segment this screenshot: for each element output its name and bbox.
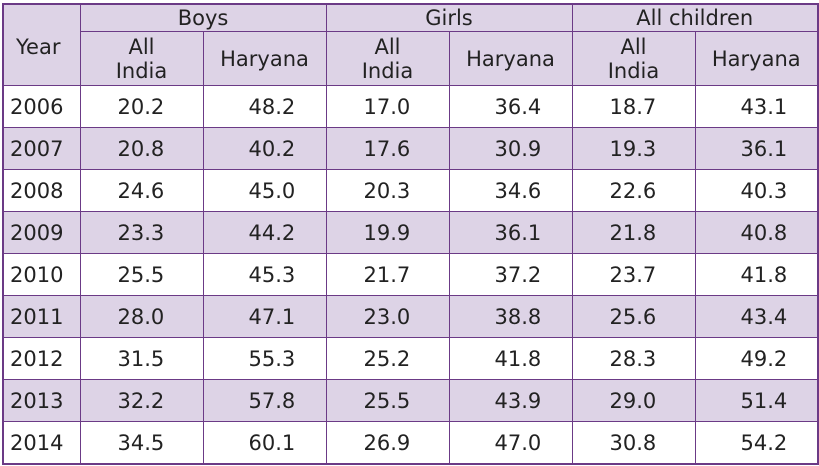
subheader-india-label: India [361,58,414,83]
boys-all-india-cell: 31.5 [79,337,204,380]
all-children-all-india-cell: 18.7 [571,85,696,128]
data-table: Year Boys Girls All children All India H… [2,3,819,465]
all-children-haryana-cell: 43.1 [694,85,819,128]
girls-haryana-cell: 47.0 [448,421,573,465]
year-cell: 2013 [2,379,81,422]
girls-all-india-cell: 21.7 [325,253,450,296]
table-row: 2014 34.5 60.1 26.9 47.0 30.8 54.2 [2,421,819,465]
boys-all-india-cell: 28.0 [79,295,204,338]
boys-haryana-cell: 45.0 [202,169,327,212]
group-header-boys: Boys [79,3,327,32]
table-row: 2010 25.5 45.3 21.7 37.2 23.7 41.8 [2,253,819,296]
all-children-all-india-cell: 21.8 [571,211,696,254]
girls-all-india-cell: 19.9 [325,211,450,254]
all-children-all-india-cell: 30.8 [571,421,696,465]
subheader-india-label: India [115,58,168,83]
girls-all-india-cell: 25.5 [325,379,450,422]
table-row: 2009 23.3 44.2 19.9 36.1 21.8 40.8 [2,211,819,254]
header-row-subcolumns: All India Haryana All India Haryana All … [3,31,819,86]
girls-haryana-cell: 43.9 [448,379,573,422]
table-row: 2006 20.2 48.2 17.0 36.4 18.7 43.1 [2,85,819,128]
table-row: 2011 28.0 47.1 23.0 38.8 25.6 43.4 [2,295,819,338]
all-children-all-india-cell: 19.3 [571,127,696,170]
subheader-india-label: India [607,58,660,83]
boys-haryana-cell: 48.2 [202,85,327,128]
subheader-all-label: All [128,34,155,59]
subheader-all-label: All [374,34,401,59]
girls-all-india-cell: 23.0 [325,295,450,338]
girls-haryana-cell: 37.2 [448,253,573,296]
all-children-haryana-cell: 40.8 [694,211,819,254]
data-table-container: Year Boys Girls All children All India H… [2,3,819,465]
year-cell: 2007 [2,127,81,170]
group-header-all-children: All children [571,3,819,32]
all-children-haryana-cell: 51.4 [694,379,819,422]
subheader-all-label: All [620,34,647,59]
girls-haryana-cell: 36.4 [448,85,573,128]
all-children-all-india-cell: 23.7 [571,253,696,296]
boys-all-india-cell: 25.5 [79,253,204,296]
girls-haryana-cell: 38.8 [448,295,573,338]
boys-haryana-cell: 57.8 [202,379,327,422]
girls-haryana-cell: 36.1 [448,211,573,254]
subheader-boys-all-india: All India [79,31,204,86]
all-children-all-india-cell: 29.0 [571,379,696,422]
year-cell: 2008 [2,169,81,212]
girls-all-india-cell: 17.0 [325,85,450,128]
all-children-all-india-cell: 22.6 [571,169,696,212]
year-cell: 2010 [2,253,81,296]
girls-haryana-cell: 30.9 [448,127,573,170]
all-children-haryana-cell: 49.2 [694,337,819,380]
boys-haryana-cell: 40.2 [202,127,327,170]
girls-all-india-cell: 20.3 [325,169,450,212]
year-column-header: Year [2,3,81,86]
boys-haryana-cell: 47.1 [202,295,327,338]
all-children-all-india-cell: 25.6 [571,295,696,338]
all-children-haryana-cell: 43.4 [694,295,819,338]
girls-all-india-cell: 25.2 [325,337,450,380]
boys-haryana-cell: 44.2 [202,211,327,254]
subheader-girls-all-india: All India [325,31,450,86]
year-cell: 2012 [2,337,81,380]
subheader-girls-haryana: Haryana [448,31,573,86]
all-children-all-india-cell: 28.3 [571,337,696,380]
year-cell: 2014 [2,421,81,465]
girls-haryana-cell: 41.8 [448,337,573,380]
girls-haryana-cell: 34.6 [448,169,573,212]
boys-all-india-cell: 32.2 [79,379,204,422]
boys-all-india-cell: 23.3 [79,211,204,254]
boys-all-india-cell: 34.5 [79,421,204,465]
table-row: 2007 20.8 40.2 17.6 30.9 19.3 36.1 [2,127,819,170]
subheader-boys-haryana: Haryana [202,31,327,86]
boys-all-india-cell: 20.2 [79,85,204,128]
all-children-haryana-cell: 54.2 [694,421,819,465]
all-children-haryana-cell: 41.8 [694,253,819,296]
table-row: 2012 31.5 55.3 25.2 41.8 28.3 49.2 [2,337,819,380]
girls-all-india-cell: 26.9 [325,421,450,465]
all-children-haryana-cell: 40.3 [694,169,819,212]
boys-all-india-cell: 20.8 [79,127,204,170]
boys-all-india-cell: 24.6 [79,169,204,212]
subheader-all-children-haryana: Haryana [694,31,819,86]
year-cell: 2009 [2,211,81,254]
boys-haryana-cell: 55.3 [202,337,327,380]
year-cell: 2011 [2,295,81,338]
header-row-groups: Year Boys Girls All children [2,3,819,86]
all-children-haryana-cell: 36.1 [694,127,819,170]
boys-haryana-cell: 45.3 [202,253,327,296]
year-cell: 2006 [2,85,81,128]
table-row: 2008 24.6 45.0 20.3 34.6 22.6 40.3 [2,169,819,212]
table-row: 2013 32.2 57.8 25.5 43.9 29.0 51.4 [2,379,819,422]
girls-all-india-cell: 17.6 [325,127,450,170]
group-header-girls: Girls [325,3,573,32]
boys-haryana-cell: 60.1 [202,421,327,465]
subheader-all-children-all-india: All India [571,31,696,86]
